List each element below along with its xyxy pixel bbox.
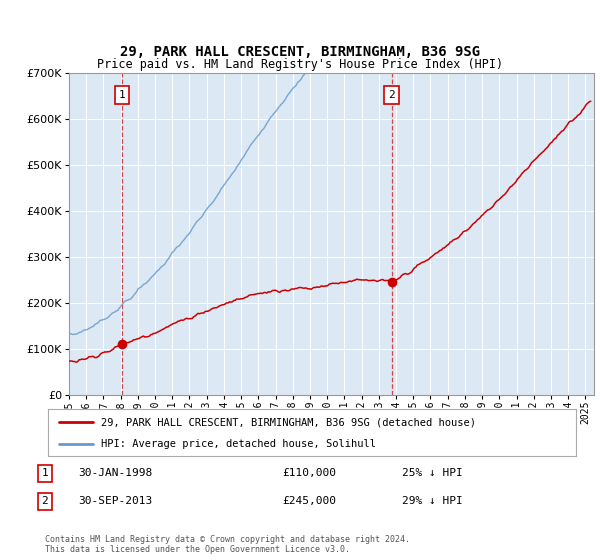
Text: Contains HM Land Registry data © Crown copyright and database right 2024.
This d: Contains HM Land Registry data © Crown c… [45, 535, 410, 554]
Text: £245,000: £245,000 [282, 496, 336, 506]
Text: 1: 1 [119, 90, 125, 100]
Text: 29, PARK HALL CRESCENT, BIRMINGHAM, B36 9SG (detached house): 29, PARK HALL CRESCENT, BIRMINGHAM, B36 … [101, 417, 476, 427]
Text: 1: 1 [41, 468, 49, 478]
Text: 2: 2 [388, 90, 395, 100]
Text: 29% ↓ HPI: 29% ↓ HPI [402, 496, 463, 506]
Text: 25% ↓ HPI: 25% ↓ HPI [402, 468, 463, 478]
Text: 29, PARK HALL CRESCENT, BIRMINGHAM, B36 9SG: 29, PARK HALL CRESCENT, BIRMINGHAM, B36 … [120, 45, 480, 59]
Text: HPI: Average price, detached house, Solihull: HPI: Average price, detached house, Soli… [101, 438, 376, 449]
Text: 30-SEP-2013: 30-SEP-2013 [78, 496, 152, 506]
Text: £110,000: £110,000 [282, 468, 336, 478]
Text: 30-JAN-1998: 30-JAN-1998 [78, 468, 152, 478]
Text: Price paid vs. HM Land Registry's House Price Index (HPI): Price paid vs. HM Land Registry's House … [97, 58, 503, 71]
Text: 2: 2 [41, 496, 49, 506]
